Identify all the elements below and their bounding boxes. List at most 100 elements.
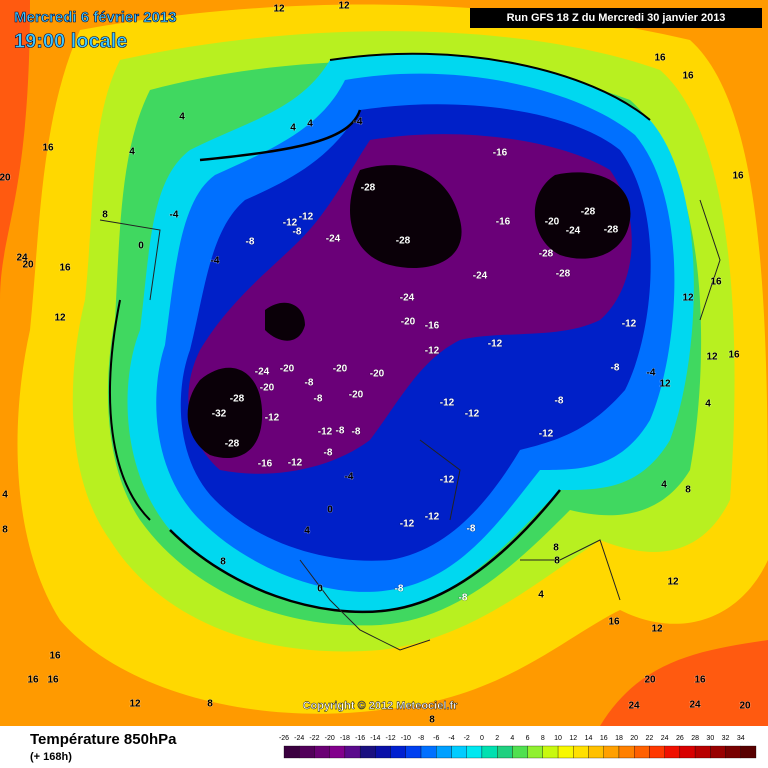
legend-swatch	[725, 745, 741, 759]
contour-label: -28	[556, 269, 571, 280]
legend-label: -18	[340, 735, 350, 742]
contour-label: -12	[440, 398, 455, 409]
contour-label: 0	[138, 241, 144, 252]
contour-label: 12	[659, 379, 671, 390]
contour-label: 20	[644, 675, 656, 686]
contour-label: -12	[318, 427, 333, 438]
contour-label: 4	[290, 123, 296, 134]
legend-swatch	[344, 745, 361, 759]
contour-label: -12	[299, 212, 314, 223]
contour-label: 8	[207, 699, 213, 710]
contour-label: -28	[230, 394, 245, 405]
legend-swatch	[314, 745, 330, 759]
legend-label: -10	[401, 735, 411, 742]
contour-label: 8	[685, 485, 691, 496]
contour-label: 16	[654, 53, 666, 64]
legend-label: 4	[510, 735, 514, 742]
contour-label: -28	[396, 236, 411, 247]
contour-label: -28	[225, 439, 240, 450]
footer-subtitle: (+ 168h)	[30, 751, 72, 763]
contour-label: 16	[608, 617, 620, 628]
contour-label: 24	[689, 700, 701, 711]
legend-swatch	[481, 745, 498, 759]
contour-label: -8	[611, 363, 620, 374]
legend-swatch	[512, 745, 528, 759]
legend-label: 16	[600, 735, 608, 742]
legend-swatch	[420, 745, 437, 759]
contour-label: -4	[647, 368, 656, 379]
legend-swatch	[466, 745, 483, 759]
legend-label: 0	[480, 735, 484, 742]
contour-label: -8	[467, 524, 476, 535]
contour-label: 0	[317, 584, 323, 595]
contour-label: -20	[349, 390, 364, 401]
contour-label: -24	[473, 271, 488, 282]
contour-label: 24	[628, 701, 640, 712]
legend-label: -2	[464, 735, 470, 742]
contour-label: 4	[304, 526, 310, 537]
contour-label: -4	[211, 256, 220, 267]
legend-swatch	[664, 745, 681, 759]
legend: -26 -24 -22 -20 -18 -16 -14 -12 -10 -8 -6 -4 -2 0 2 4 6 8…	[279, 735, 757, 759]
contour-label: -28	[581, 207, 596, 218]
contour-label: -16	[425, 321, 440, 332]
coastline	[99, 199, 721, 651]
contour-label: -24	[400, 293, 415, 304]
contour-label: 20	[739, 701, 751, 712]
legend-label: 6	[526, 735, 530, 742]
legend-label: -20	[325, 735, 335, 742]
contour-label: -20	[280, 364, 295, 375]
legend-swatch	[283, 745, 300, 759]
legend-label: -22	[309, 735, 319, 742]
contour-label: 4	[538, 590, 544, 601]
contour-label: -20	[370, 369, 385, 380]
contour-label: -12	[425, 346, 440, 357]
contour-label: -8	[336, 426, 345, 437]
contour-label: 16	[710, 277, 722, 288]
legend-label: 32	[722, 735, 730, 742]
legend-label: 22	[646, 735, 654, 742]
contour-label: -8	[324, 448, 333, 459]
contour-label: 8	[2, 525, 8, 536]
contour-label: 4	[179, 112, 185, 123]
contour-label: 12	[129, 699, 141, 710]
legend-label: -8	[418, 735, 424, 742]
legend-swatch	[451, 745, 467, 759]
contour-label: 8	[553, 543, 559, 554]
contour-label: 4	[307, 119, 313, 130]
contour-label: -20	[333, 364, 348, 375]
contour-label: -12	[400, 519, 415, 530]
contour-label: 16	[27, 675, 39, 686]
legend-swatch	[497, 745, 513, 759]
contour-label: -12	[440, 475, 455, 486]
contour-label: 0	[327, 505, 333, 516]
header-time: 19:00 locale	[14, 30, 127, 52]
legend-label: 8	[541, 735, 545, 742]
legend-label: 24	[661, 735, 669, 742]
contour-label: -12	[265, 413, 280, 424]
copyright: Copyright © 2012 Meteociel.fr	[303, 700, 459, 712]
legend-swatch	[649, 745, 665, 759]
legend-label: -24	[294, 735, 304, 742]
legend-swatch	[634, 745, 650, 759]
contour-label: 16	[728, 350, 740, 361]
contour-label: 8	[554, 556, 560, 567]
contour-label: -12	[283, 218, 298, 229]
legend-swatch	[436, 745, 452, 759]
legend-swatch	[329, 745, 346, 759]
contour-label: -24	[326, 234, 341, 245]
legend-swatch	[679, 745, 696, 759]
legend-label: 14	[585, 735, 593, 742]
legend-label: -6	[433, 735, 439, 742]
contour-label: -32	[212, 409, 227, 420]
contour-label: -20	[401, 317, 416, 328]
contour-label: 12	[682, 293, 694, 304]
zone-28n	[187, 165, 631, 458]
contour-label: 16	[694, 675, 706, 686]
contour-label: 8	[102, 210, 108, 221]
contour-label: 20	[0, 173, 11, 184]
contour-label: 8	[220, 557, 226, 568]
legend-label: 28	[691, 735, 699, 742]
